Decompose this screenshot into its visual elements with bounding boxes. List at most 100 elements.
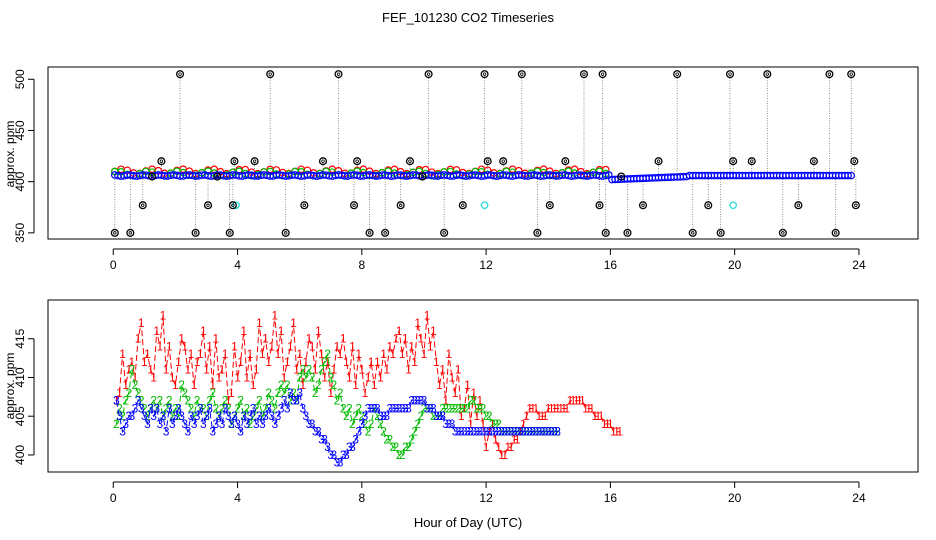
reference-point bbox=[138, 201, 147, 210]
series-1-marker: 1 bbox=[175, 355, 182, 369]
series-2-marker: 2 bbox=[265, 386, 272, 400]
reference-point bbox=[480, 70, 489, 79]
reference-point-core bbox=[706, 203, 710, 207]
y-tick-label: 405 bbox=[13, 406, 27, 426]
series-1-marker: 1 bbox=[315, 324, 322, 338]
series-1-marker: 1 bbox=[374, 355, 381, 369]
series-3-marker: 3 bbox=[290, 394, 297, 408]
series-1-marker: 1 bbox=[147, 363, 154, 377]
reference-point bbox=[763, 70, 772, 79]
series-1-marker: 1 bbox=[349, 339, 356, 353]
series-1-marker: 1 bbox=[418, 332, 425, 346]
series-3-marker: 3 bbox=[449, 417, 456, 431]
series-2-marker: 2 bbox=[439, 401, 446, 415]
series-2-marker: 2 bbox=[492, 417, 499, 431]
series-1-marker: 1 bbox=[153, 324, 160, 338]
series-3-marker: 3 bbox=[377, 409, 384, 423]
series-3-marker: 3 bbox=[169, 417, 176, 431]
series-3-marker: 3 bbox=[337, 456, 344, 470]
reference-point-core bbox=[796, 203, 801, 207]
series-1-marker: 1 bbox=[256, 316, 263, 330]
series-2-marker: 2 bbox=[371, 401, 378, 415]
bottom-plot-frame bbox=[47, 299, 919, 473]
reference-point bbox=[110, 228, 119, 237]
special-point bbox=[729, 201, 738, 210]
reference-point bbox=[747, 157, 756, 166]
series-2-marker: 2 bbox=[331, 378, 338, 392]
reference-point bbox=[300, 201, 309, 210]
series-3-marker: 3 bbox=[125, 409, 132, 423]
series-3-marker: 3 bbox=[343, 448, 350, 462]
series-3-marker: 3 bbox=[399, 401, 406, 415]
bottom-plot-area: 1111111111111111111111111111111111111111… bbox=[113, 308, 623, 469]
reference-point bbox=[157, 157, 166, 166]
series-3-marker: 3 bbox=[498, 425, 505, 439]
series-3-marker: 3 bbox=[362, 409, 369, 423]
y-tick-label: 450 bbox=[13, 120, 27, 140]
x-tick-label: 12 bbox=[479, 258, 493, 272]
series-3-marker: 3 bbox=[511, 425, 518, 439]
series-3-marker: 3 bbox=[138, 401, 145, 415]
series-2-marker: 2 bbox=[247, 417, 254, 431]
series-3-marker: 3 bbox=[386, 401, 393, 415]
series-3-marker: 3 bbox=[265, 401, 272, 415]
reference-point bbox=[533, 228, 542, 237]
bottom-y-axis-label: approx. ppm bbox=[3, 353, 17, 420]
series-3-marker: 3 bbox=[150, 409, 157, 423]
series-3-marker: 3 bbox=[477, 425, 484, 439]
series-1-marker: 1 bbox=[206, 339, 213, 353]
series-3-marker: 3 bbox=[358, 417, 365, 431]
series-3-marker: 3 bbox=[250, 401, 257, 415]
series-3-marker: 3 bbox=[234, 417, 241, 431]
series-3-marker: 3 bbox=[508, 425, 515, 439]
series-1-marker: 1 bbox=[122, 378, 129, 392]
reference-point-core bbox=[442, 231, 446, 235]
series-2-marker: 2 bbox=[405, 440, 412, 454]
series-3-marker: 3 bbox=[144, 417, 151, 431]
series-3-marker: 3 bbox=[536, 425, 543, 439]
reference-point bbox=[517, 70, 526, 79]
reference-point bbox=[809, 157, 818, 166]
series-1-marker: 1 bbox=[157, 339, 164, 353]
series-1-marker: 1 bbox=[318, 347, 325, 361]
series-2-marker: 2 bbox=[268, 394, 275, 408]
series-1-marker: 1 bbox=[188, 347, 195, 361]
series-3-marker: 3 bbox=[383, 409, 390, 423]
series-1-marker: 1 bbox=[160, 308, 167, 322]
reference-point-core bbox=[128, 231, 133, 235]
series-2-marker: 2 bbox=[483, 409, 490, 423]
series-2-marker: 2 bbox=[153, 401, 160, 415]
reference-point bbox=[654, 157, 663, 166]
reference-point bbox=[418, 172, 427, 181]
series-3-marker: 3 bbox=[464, 425, 471, 439]
series-1-marker: 1 bbox=[592, 409, 599, 423]
series-1-marker: 1 bbox=[194, 355, 201, 369]
reference-point-core bbox=[283, 231, 288, 235]
reference-point bbox=[350, 201, 359, 210]
reference-point bbox=[483, 157, 492, 166]
reference-point-core bbox=[383, 231, 387, 235]
series-3-marker: 3 bbox=[321, 432, 328, 446]
reference-point bbox=[396, 201, 405, 210]
series-1-marker: 1 bbox=[557, 401, 564, 415]
series-2-marker: 2 bbox=[489, 417, 496, 431]
series-3-marker: 3 bbox=[380, 409, 387, 423]
series-2-marker: 2 bbox=[374, 409, 381, 423]
series-2-marker: 2 bbox=[116, 401, 123, 415]
series-1-marker: 1 bbox=[346, 370, 353, 384]
series-2-marker: 2 bbox=[337, 386, 344, 400]
series-3-marker: 3 bbox=[191, 417, 198, 431]
reference-point-core bbox=[656, 159, 661, 163]
series-1-marker: 1 bbox=[489, 417, 496, 431]
reference-point-core bbox=[691, 231, 695, 235]
reference-point bbox=[794, 201, 803, 210]
series-3-marker: 3 bbox=[445, 417, 452, 431]
series-1-marker: 1 bbox=[259, 347, 266, 361]
series-3-marker: 3 bbox=[287, 386, 294, 400]
series-3-marker: 3 bbox=[458, 425, 465, 439]
series-1-marker: 1 bbox=[222, 347, 229, 361]
reference-point-core bbox=[597, 203, 602, 207]
series-3-marker: 3 bbox=[371, 401, 378, 415]
reference-point bbox=[825, 70, 834, 79]
series-1-marker: 1 bbox=[278, 324, 285, 338]
